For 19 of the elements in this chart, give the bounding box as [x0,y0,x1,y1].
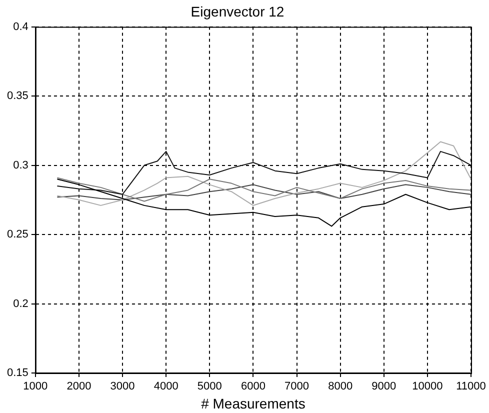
y-tick-label: 0.2 [13,298,28,310]
x-tick-label: 7000 [284,380,310,393]
y-tick-label: 0.15 [6,367,28,380]
x-tick-label: 5000 [197,380,222,393]
y-tick-label: 0.25 [6,228,28,241]
x-tick-label: 9000 [372,380,396,393]
x-tick-label: 1000 [23,380,48,393]
x-tick-label: 3000 [110,380,135,393]
x-tick-label: 2000 [66,380,92,393]
y-tick-label: 0.35 [6,90,28,102]
x-tick-label: 6000 [240,380,266,393]
x-tick-label: 4000 [154,380,178,393]
x-tick-label: 11000 [456,380,486,393]
x-axis-title: # Measurements [201,395,306,412]
y-tick-label: 0.4 [13,20,28,33]
y-tick-label: 0.3 [13,159,28,172]
x-tick-label: 10000 [412,380,443,393]
x-tick-label: 8000 [328,380,353,393]
chart-title: Eigenvector 12 [190,3,284,20]
